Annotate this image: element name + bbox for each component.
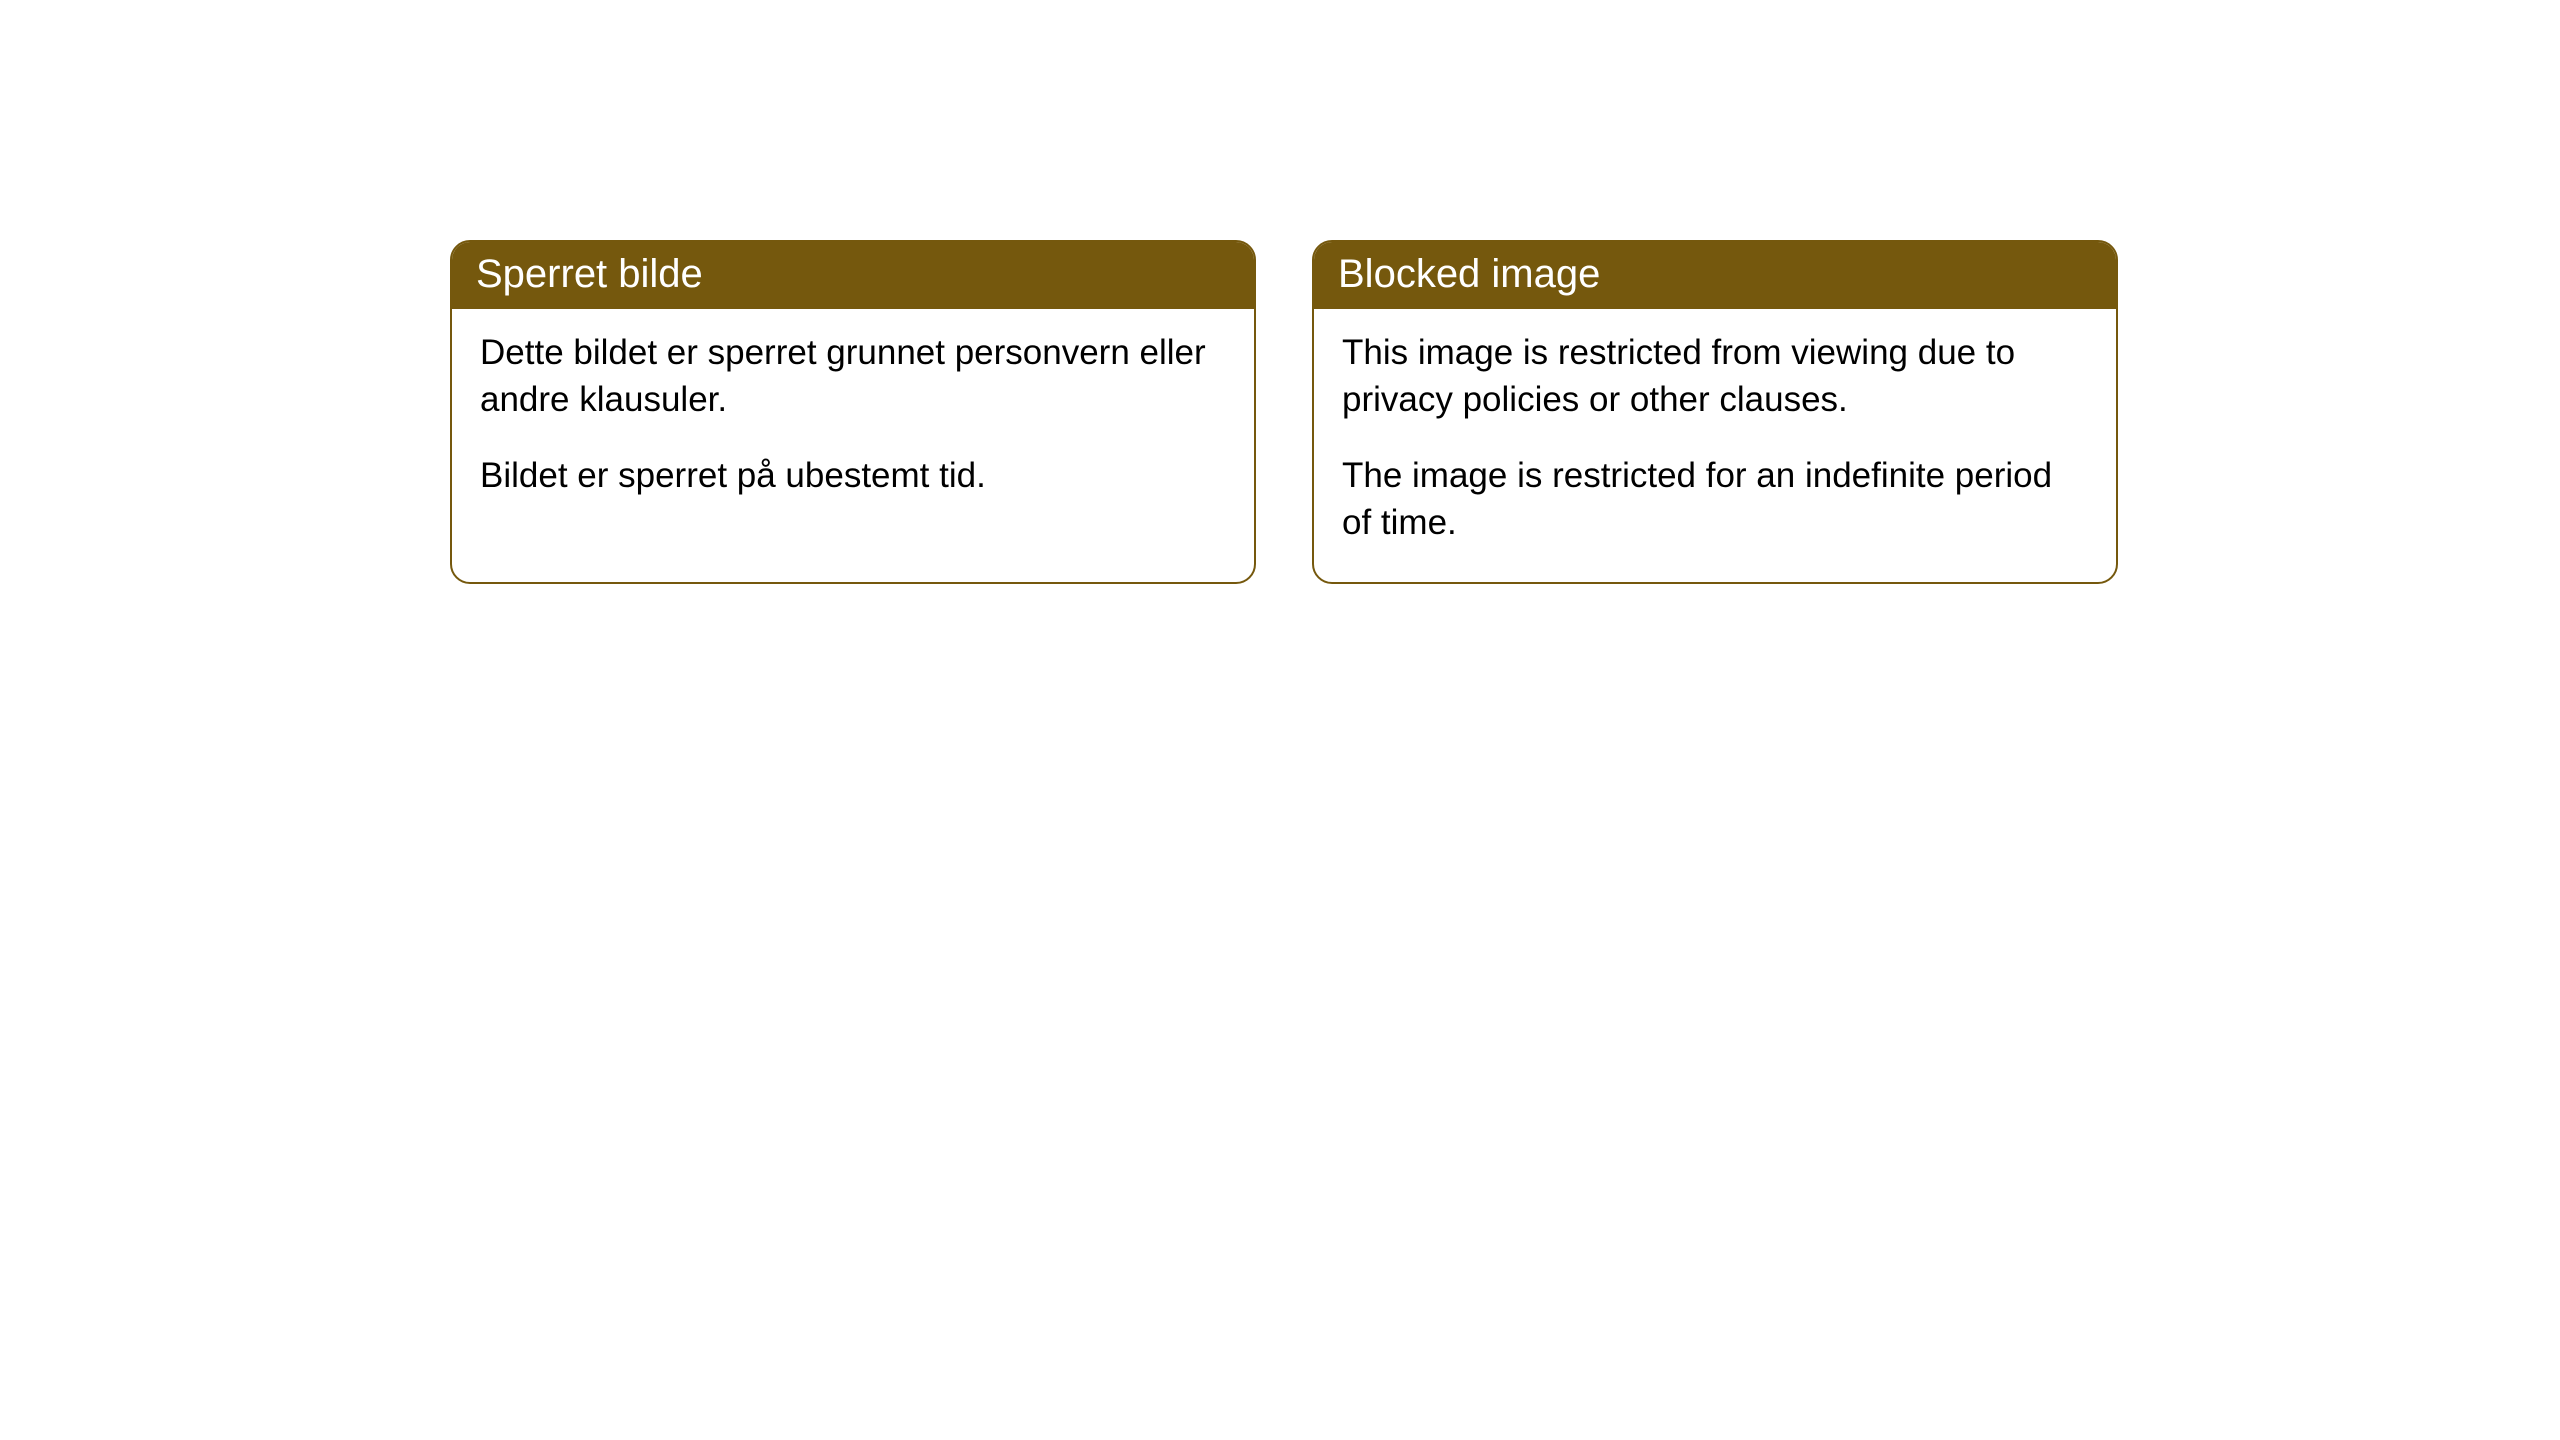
blocked-image-card-en: Blocked image This image is restricted f… bbox=[1312, 240, 2118, 584]
card-title: Blocked image bbox=[1338, 252, 1600, 296]
card-body: This image is restricted from viewing du… bbox=[1314, 309, 2116, 582]
card-paragraph: The image is restricted for an indefinit… bbox=[1342, 452, 2088, 547]
card-header: Blocked image bbox=[1314, 242, 2116, 309]
card-paragraph: Bildet er sperret på ubestemt tid. bbox=[480, 452, 1226, 499]
cards-container: Sperret bilde Dette bildet er sperret gr… bbox=[0, 0, 2560, 584]
blocked-image-card-no: Sperret bilde Dette bildet er sperret gr… bbox=[450, 240, 1256, 584]
card-title: Sperret bilde bbox=[476, 252, 703, 296]
card-paragraph: Dette bildet er sperret grunnet personve… bbox=[480, 329, 1226, 424]
card-header: Sperret bilde bbox=[452, 242, 1254, 309]
card-body: Dette bildet er sperret grunnet personve… bbox=[452, 309, 1254, 535]
card-paragraph: This image is restricted from viewing du… bbox=[1342, 329, 2088, 424]
